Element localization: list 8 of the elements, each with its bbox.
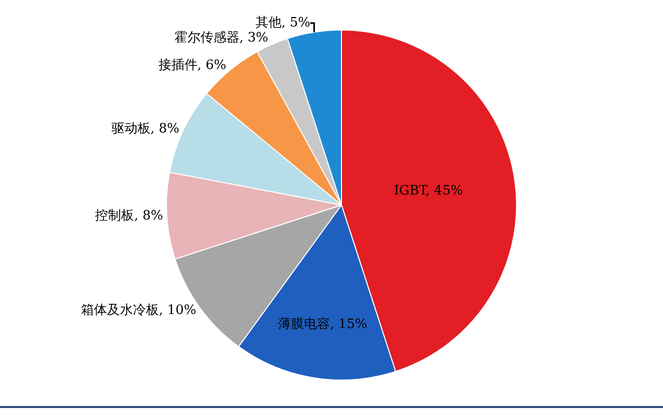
slice-label: 薄膜电容, 15% [278, 316, 368, 332]
slice-label: 箱体及水冷板, 10% [81, 302, 196, 318]
slice-label: IGBT, 45% [394, 184, 463, 199]
slice-label: 霍尔传感器, 3% [174, 30, 268, 46]
slice-label: 驱动板, 8% [112, 122, 180, 137]
slice-label: 接插件, 6% [158, 58, 226, 74]
slice-label: 其他, 5% [255, 16, 310, 31]
slice-label: 控制板, 8% [95, 208, 164, 224]
